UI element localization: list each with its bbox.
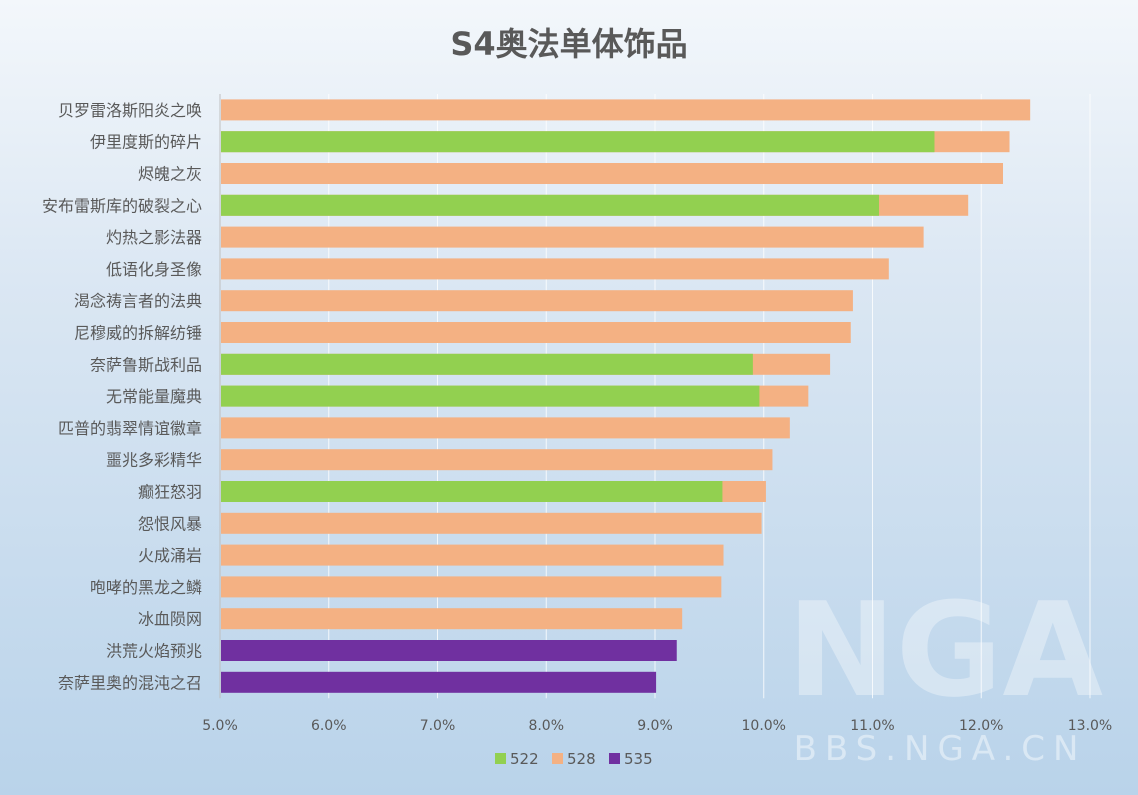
- category-label: 癫狂怒羽: [138, 483, 202, 502]
- x-tick-label: 13.0%: [1068, 718, 1112, 734]
- chart-title: S4奥法单体饰品: [450, 25, 687, 63]
- x-tick-label: 8.0%: [528, 718, 564, 734]
- x-tick-label: 6.0%: [311, 718, 347, 734]
- legend-label: 528: [567, 750, 596, 768]
- category-label: 火成涌岩: [138, 546, 202, 565]
- category-label: 噩兆多彩精华: [106, 451, 202, 470]
- bar-528: [221, 576, 722, 598]
- watermark-logo: NGA: [787, 574, 1103, 726]
- category-label: 洪荒火焰预兆: [106, 642, 202, 661]
- bar-528: [221, 99, 1031, 121]
- category-label: 灼热之影法器: [106, 228, 202, 247]
- category-label: 奈萨里奥的混沌之召: [58, 673, 202, 692]
- bar-528: [221, 417, 790, 439]
- bar-528: [221, 544, 724, 566]
- bar-522: [221, 194, 880, 216]
- category-label: 怨恨风暴: [138, 514, 202, 533]
- watermark: NGA BBS.NGA.CN: [787, 574, 1103, 769]
- bar-528: [221, 258, 889, 280]
- legend-swatch-528: [552, 753, 563, 764]
- category-label: 匹普的翡翠情谊徽章: [58, 419, 202, 438]
- x-tick-label: 7.0%: [420, 718, 456, 734]
- category-label: 无常能量魔典: [106, 387, 202, 406]
- category-label: 奈萨鲁斯战利品: [90, 355, 202, 374]
- bar-528: [221, 290, 853, 312]
- x-tick-label: 11.0%: [850, 718, 894, 734]
- x-tick-label: 12.0%: [959, 718, 1003, 734]
- category-label: 贝罗雷洛斯阳炎之唤: [58, 101, 202, 120]
- category-label: 冰血陨网: [138, 610, 202, 629]
- legend-swatch-535: [609, 753, 620, 764]
- legend-label: 522: [510, 750, 539, 768]
- bar-535: [221, 640, 677, 661]
- bar-528: [221, 449, 773, 471]
- x-tick-label: 10.0%: [742, 718, 786, 734]
- x-tick-label: 9.0%: [637, 718, 673, 734]
- bar-522: [221, 131, 935, 153]
- bar-522: [221, 385, 760, 407]
- category-label: 烬魄之灰: [138, 165, 202, 184]
- x-tick-label: 5.0%: [202, 718, 238, 734]
- category-label: 低语化身圣像: [106, 260, 202, 279]
- category-label: 伊里度斯的碎片: [90, 133, 202, 152]
- bar-522: [221, 353, 753, 375]
- legend-swatch-522: [495, 753, 506, 764]
- category-label: 咆哮的黑龙之鳞: [90, 578, 202, 597]
- category-label: 安布雷斯库的破裂之心: [42, 196, 202, 215]
- legend-label: 535: [624, 750, 653, 768]
- bar-528: [221, 163, 1003, 184]
- bar-528: [221, 608, 683, 630]
- category-label: 尼穆威的拆解纺锤: [74, 324, 202, 343]
- watermark-site: BBS.NGA.CN: [794, 729, 1087, 769]
- bar-528: [221, 512, 762, 534]
- bar-522: [221, 481, 723, 502]
- bar-528: [221, 322, 851, 343]
- bar-528: [221, 226, 924, 248]
- bar-535: [221, 671, 657, 693]
- category-label: 渴念祷言者的法典: [74, 292, 202, 311]
